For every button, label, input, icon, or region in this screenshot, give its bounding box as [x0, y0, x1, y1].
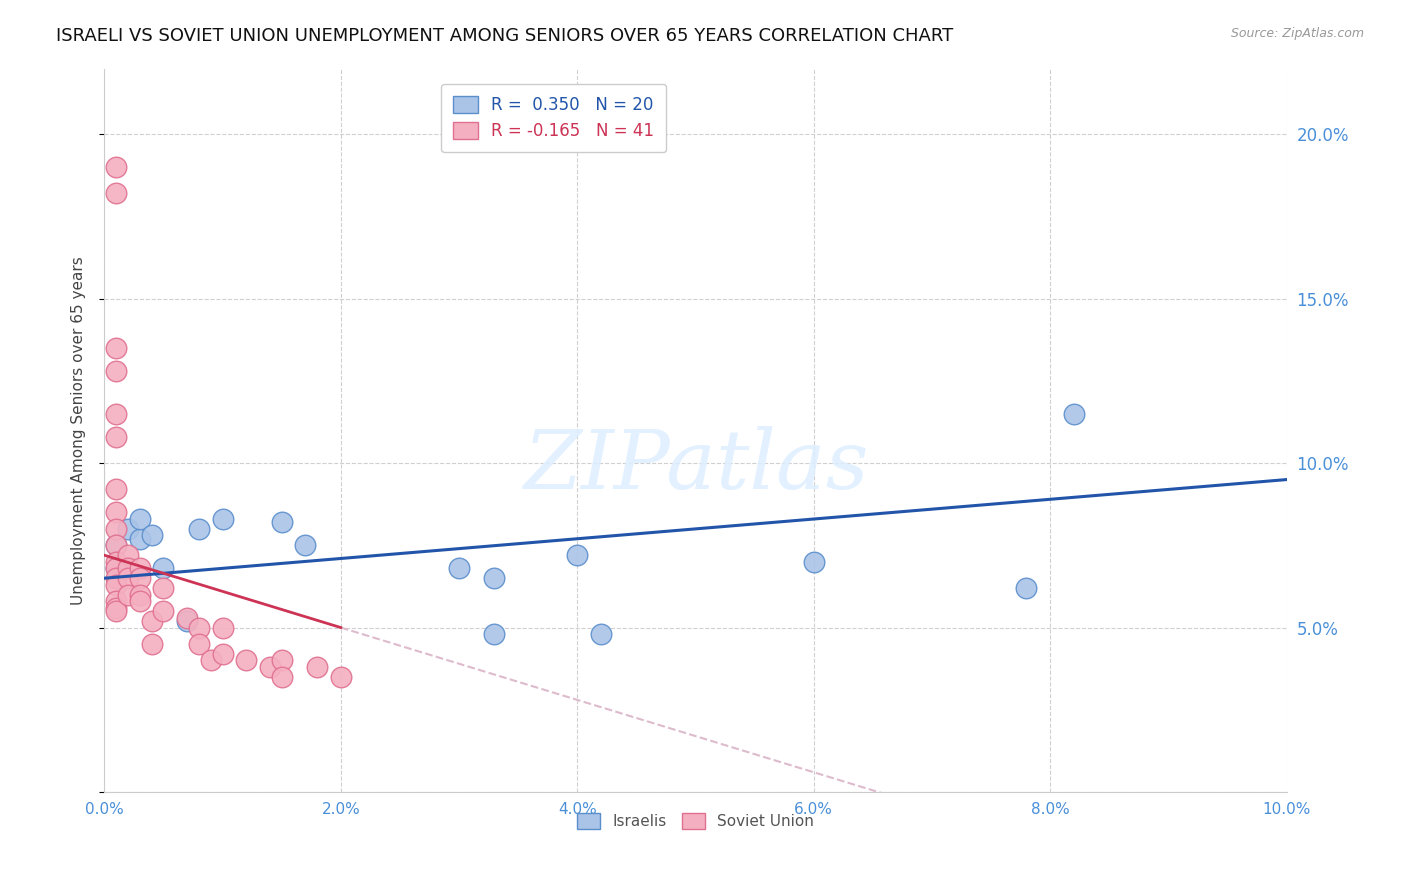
Point: [128, 561, 150, 575]
Point: [176, 614, 198, 628]
Point: [105, 407, 128, 421]
Point: [294, 538, 316, 552]
Point: [117, 561, 139, 575]
Point: [200, 653, 222, 667]
Point: [270, 670, 292, 684]
Point: [141, 528, 163, 542]
Point: [105, 538, 128, 552]
Legend: Israelis, Soviet Union: Israelis, Soviet Union: [571, 806, 820, 835]
Point: [105, 186, 128, 201]
Point: [270, 516, 292, 530]
Point: [105, 555, 128, 569]
Point: [105, 160, 128, 174]
Point: [176, 610, 198, 624]
Point: [307, 660, 329, 674]
Text: Source: ZipAtlas.com: Source: ZipAtlas.com: [1230, 27, 1364, 40]
Point: [141, 614, 163, 628]
Point: [211, 647, 233, 661]
Point: [105, 430, 128, 444]
Y-axis label: Unemployment Among Seniors over 65 years: Unemployment Among Seniors over 65 years: [72, 256, 86, 605]
Text: ISRAELI VS SOVIET UNION UNEMPLOYMENT AMONG SENIORS OVER 65 YEARS CORRELATION CHA: ISRAELI VS SOVIET UNION UNEMPLOYMENT AMO…: [56, 27, 953, 45]
Text: ZIPatlas: ZIPatlas: [523, 426, 868, 507]
Point: [128, 594, 150, 608]
Point: [484, 571, 506, 585]
Point: [567, 548, 589, 562]
Point: [128, 571, 150, 585]
Point: [105, 522, 128, 536]
Point: [105, 578, 128, 592]
Point: [270, 653, 292, 667]
Point: [117, 548, 139, 562]
Point: [117, 522, 139, 536]
Point: [105, 600, 128, 615]
Point: [105, 538, 128, 552]
Point: [128, 532, 150, 546]
Point: [117, 571, 139, 585]
Point: [211, 512, 233, 526]
Point: [105, 561, 128, 575]
Point: [141, 637, 163, 651]
Point: [128, 512, 150, 526]
Point: [447, 561, 470, 575]
Point: [187, 621, 209, 635]
Point: [1015, 581, 1038, 595]
Point: [117, 588, 139, 602]
Point: [235, 653, 257, 667]
Point: [1063, 407, 1085, 421]
Point: [105, 364, 128, 378]
Point: [329, 670, 352, 684]
Point: [211, 621, 233, 635]
Point: [105, 505, 128, 519]
Point: [105, 561, 128, 575]
Point: [105, 594, 128, 608]
Point: [128, 588, 150, 602]
Point: [589, 627, 612, 641]
Point: [484, 627, 506, 641]
Point: [105, 604, 128, 618]
Point: [105, 341, 128, 355]
Point: [803, 555, 825, 569]
Point: [187, 522, 209, 536]
Point: [152, 561, 174, 575]
Point: [105, 483, 128, 497]
Point: [105, 571, 128, 585]
Point: [152, 604, 174, 618]
Point: [187, 637, 209, 651]
Point: [259, 660, 281, 674]
Point: [152, 581, 174, 595]
